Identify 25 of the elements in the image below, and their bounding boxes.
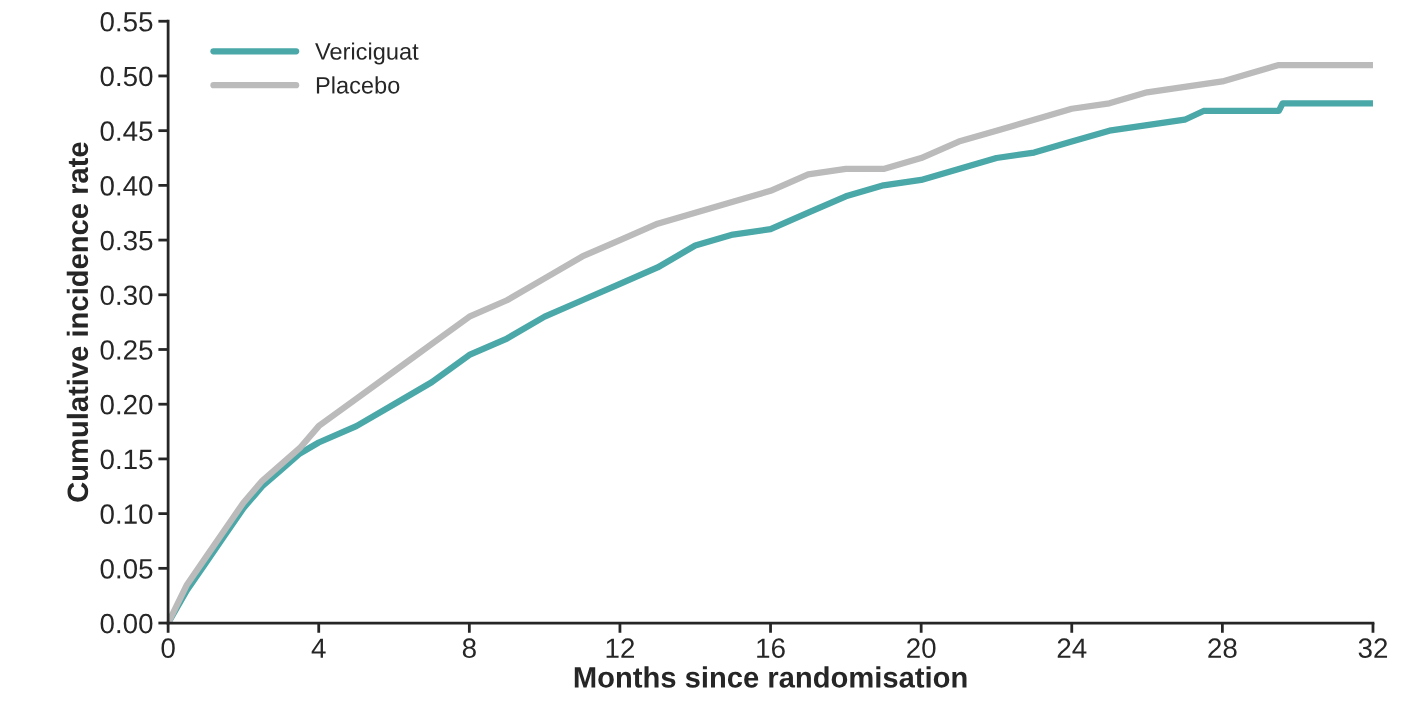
y-tick-label: 0.25	[100, 340, 153, 360]
legend-label: Vericiguat	[315, 42, 419, 65]
y-tick-label: 0.10	[100, 504, 153, 524]
x-tick-label: 16	[757, 638, 785, 659]
y-axis-title: Cumulative incidence rate	[66, 142, 89, 502]
y-tick-label: 0.20	[100, 394, 153, 415]
y-tick-label: 0.30	[100, 285, 153, 306]
x-tick-label: 12	[606, 638, 634, 658]
y-tick-label: 0.00	[100, 613, 153, 634]
x-tick-label: 32	[1358, 638, 1388, 659]
y-tick-label: 0.45	[100, 121, 153, 141]
y-tick-label: 0.05	[100, 559, 153, 579]
legend-label: Placebo	[316, 76, 400, 94]
y-tick-label: 0.55	[100, 11, 153, 32]
y-tick-label: 0.35	[100, 230, 153, 251]
x-tick-label: 20	[907, 638, 936, 659]
y-tick-label: 0.15	[100, 449, 153, 470]
x-tick-label: 28	[1208, 638, 1237, 659]
x-tick-label: 24	[1057, 638, 1087, 658]
x-axis-title: Months since randomisation	[574, 666, 967, 688]
x-tick-label: 8	[462, 638, 476, 659]
x-tick-label: 0	[161, 638, 175, 659]
x-tick-label: 4	[311, 638, 326, 658]
y-tick-label: 0.50	[100, 66, 153, 87]
y-tick-label: 0.40	[100, 176, 153, 196]
